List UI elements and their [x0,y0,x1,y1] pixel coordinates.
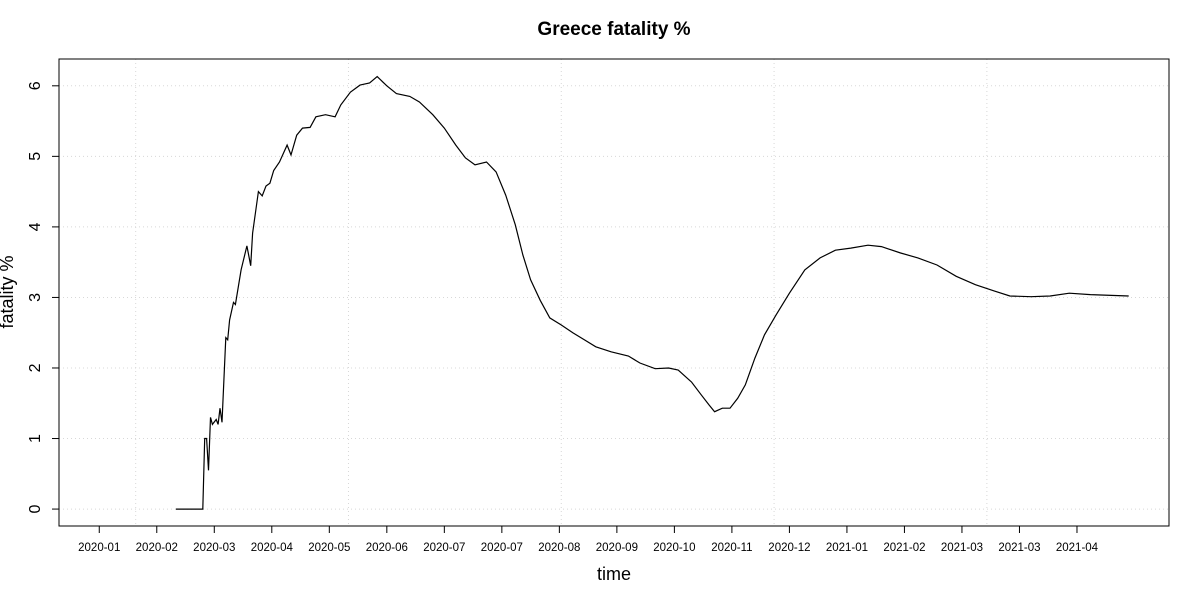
y-tick-label: 2 [27,363,44,372]
x-tick-label: 2020-07 [423,542,465,554]
chart-title: Greece fatality % [537,19,690,40]
x-tick-label: 2020-05 [308,542,350,554]
x-tick-label: 2021-02 [883,542,925,554]
y-tick-label: 6 [27,81,44,90]
x-tick-label: 2020-11 [711,542,752,554]
x-tick-label: 2020-10 [653,542,695,554]
x-axis-label: time [597,564,631,584]
y-tick-label: 0 [27,505,44,514]
x-tick-label: 2020-06 [366,542,408,554]
x-tick-label: 2020-08 [538,542,580,554]
y-axis-label: fatality % [0,255,17,328]
plot-frame [58,58,1170,527]
data-line [175,75,1129,510]
x-tick-label: 2020-09 [596,542,638,554]
x-tick-label: 2021-01 [826,542,868,554]
x-tick-label: 2021-04 [1056,542,1099,554]
x-tick-label: 2020-03 [193,542,235,554]
x-tick-label: 2021-03 [941,542,983,554]
y-tick-label: 1 [27,434,44,443]
x-tick-label: 2020-01 [78,542,120,554]
y-tick-label: 4 [27,222,44,231]
x-tick-label: 2020-12 [768,542,810,554]
x-tick-label: 2020-02 [136,542,178,554]
x-tick-label: 2021-03 [998,542,1040,554]
x-tick-label: 2020-04 [251,542,294,554]
x-tick-label: 2020-07 [481,542,523,554]
y-tick-label: 5 [27,152,44,161]
y-tick-label: 3 [27,293,44,302]
